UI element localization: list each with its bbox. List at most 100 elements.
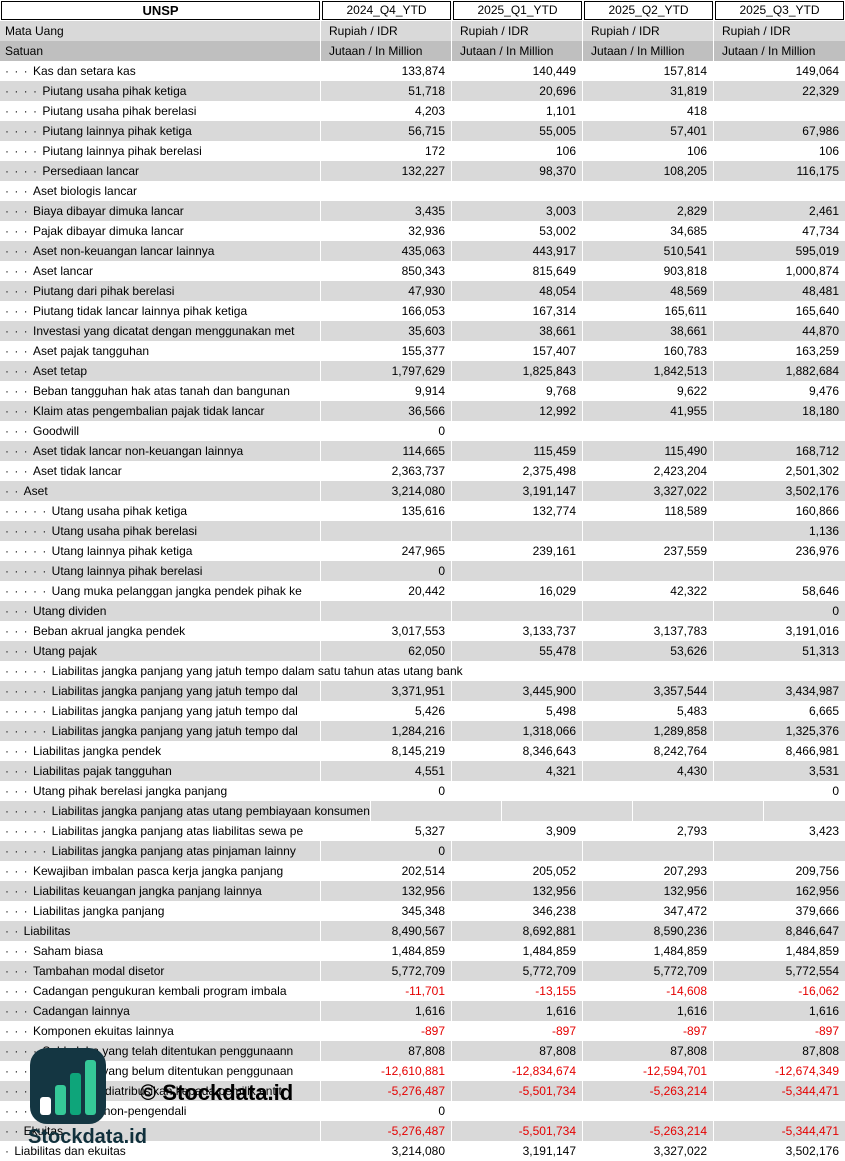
value-cell: 51,718: [321, 81, 452, 101]
row-label: · · · · · Utang usaha pihak berelasi: [0, 521, 321, 541]
row-label: · · · · · Liabilitas jangka panjang atas…: [0, 821, 321, 841]
table-row: · · · · · Utang lainnya pihak berelasi 0: [0, 561, 845, 581]
value-cell: -897: [583, 1021, 714, 1041]
table-row: · · · Saham biasa 1,484,859 1,484,859 1,484…: [0, 941, 845, 961]
row-label-text: Klaim atas pengembalian pajak tidak lanc…: [33, 404, 265, 418]
currency-value: Rupiah / IDR: [321, 21, 452, 41]
value-cell: 1,000,874: [785, 264, 839, 278]
value-cell: 166,053: [321, 301, 452, 321]
table-row: · · · Kepentingan non-pengendali 0: [0, 1101, 845, 1121]
value-cell: 98,370: [452, 161, 583, 181]
value-cell: -897: [452, 1021, 583, 1041]
value-cell: 32,936: [321, 221, 452, 241]
indent-dots: · · · · ·: [5, 704, 52, 718]
value-cell: 1,101: [452, 101, 583, 121]
indent-dots: · · · ·: [5, 164, 43, 178]
value-cell: 9,476: [808, 384, 839, 398]
value-cell: 236,976: [795, 544, 839, 558]
value-cell: 3,191,016: [785, 624, 839, 638]
value-cell: 87,808: [802, 1044, 839, 1058]
row-label: · · · Beban akrual jangka pendek: [0, 621, 321, 641]
value-cell: 87,808: [583, 1041, 714, 1061]
indent-dots: · · ·: [5, 284, 33, 298]
row-label-text: Utang usaha pihak ketiga: [51, 504, 188, 518]
value-cell: 3,435: [321, 201, 452, 221]
indent-dots: · · ·: [5, 744, 33, 758]
row-label-text: Liabilitas jangka panjang atas liabilita…: [51, 824, 304, 838]
value-cell: [321, 521, 452, 541]
period-header: 2025_Q2_YTD: [584, 1, 713, 20]
value-cell: 1,318,066: [452, 721, 583, 741]
value-cell: 48,569: [583, 281, 714, 301]
unit-value: Jutaan / In Million: [722, 44, 816, 58]
value-cell: 1,484,859: [452, 941, 583, 961]
row-label: · · · Piutang dari pihak berelasi: [0, 281, 321, 301]
value-cell: 62,050: [321, 641, 452, 661]
value-cell: 8,692,881: [452, 921, 583, 941]
row-label: · · · Aset non-keuangan lancar lainnya: [0, 241, 321, 261]
value-cell: 815,649: [452, 261, 583, 281]
row-label-text: Aset biologis lancar: [33, 184, 138, 198]
value-cell: 22,329: [802, 84, 839, 98]
row-label: · · · Cadangan lainnya: [0, 1001, 321, 1021]
value-cell: 3,214,080: [321, 1141, 452, 1161]
value-cell: [452, 601, 583, 621]
row-label: · · · Biaya dibayar dimuka lancar: [0, 201, 321, 221]
row-label: · · · Liabilitas keuangan jangka panjang…: [0, 881, 321, 901]
row-label: · · · Utang dividen: [0, 601, 321, 621]
table-row: · · · · Persediaan lancar 132,227 98,370 10…: [0, 161, 845, 181]
value-cell: 1,616: [808, 1004, 839, 1018]
row-label-text: Liabilitas jangka panjang yang jatuh tem…: [51, 664, 463, 678]
value-cell: 87,808: [452, 1041, 583, 1061]
indent-dots: · ·: [5, 484, 24, 498]
row-label: · · · · · Utang lainnya pihak ketiga: [0, 541, 321, 561]
indent-dots: · · · · ·: [5, 844, 52, 858]
row-label-text: Aset lancar: [33, 264, 94, 278]
indent-dots: · · ·: [5, 384, 33, 398]
value-cell: [452, 521, 583, 541]
value-cell: 3,357,544: [583, 681, 714, 701]
row-label-text: Utang pihak berelasi jangka panjang: [33, 784, 228, 798]
value-cell: 0: [321, 561, 452, 581]
ticker-header-cell: UNSP: [0, 0, 321, 21]
currency-row-label: Mata Uang: [0, 21, 321, 41]
indent-dots: · · · · ·: [5, 544, 52, 558]
value-cell: 209,756: [795, 864, 839, 878]
value-cell: 87,808: [321, 1041, 452, 1061]
value-cell: 155,377: [321, 341, 452, 361]
value-cell: 58,646: [802, 584, 839, 598]
table-header-row: UNSP 2024_Q4_YTD 2025_Q1_YTD 2025_Q2_YTD…: [0, 0, 845, 21]
value-cell: 160,866: [795, 504, 839, 518]
indent-dots: · · ·: [5, 204, 33, 218]
table-row: · · · Liabilitas pajak tangguhan 4,551 4,3…: [0, 761, 845, 781]
value-cell: 34,685: [583, 221, 714, 241]
row-label-text: Liabilitas jangka panjang yang jatuh tem…: [51, 704, 298, 718]
value-cell: 379,666: [795, 904, 839, 918]
value-cell: 53,002: [452, 221, 583, 241]
value-cell: 8,846,647: [785, 924, 839, 938]
value-cell: 8,466,981: [785, 744, 839, 758]
row-label: · · · Liabilitas jangka panjang: [0, 901, 321, 921]
table-row: · · · · Piutang usaha pihak berelasi 4,20…: [0, 101, 845, 121]
value-cell: 106: [818, 144, 839, 158]
row-label: · · · Pajak dibayar dimuka lancar: [0, 221, 321, 241]
value-cell: -5,263,214: [583, 1081, 714, 1101]
value-cell: 0: [832, 784, 839, 798]
value-cell: [464, 661, 595, 681]
table-row: · · · Biaya dibayar dimuka lancar 3,435 3,…: [0, 201, 845, 221]
value-cell: 135,616: [321, 501, 452, 521]
unit-value: Jutaan / In Million: [583, 41, 714, 61]
value-cell: 3,909: [452, 821, 583, 841]
value-cell: 3,191,147: [452, 1141, 583, 1161]
unit-value: Jutaan / In Million: [452, 41, 583, 61]
row-label: · · · Aset tetap: [0, 361, 321, 381]
value-cell: 55,005: [452, 121, 583, 141]
indent-dots: · · ·: [5, 264, 33, 278]
row-label: · · · · Piutang lainnya pihak berelasi: [0, 141, 321, 161]
value-cell: 172: [321, 141, 452, 161]
row-label: · · · · Piutang usaha pihak berelasi: [0, 101, 321, 121]
value-cell: [583, 1101, 714, 1121]
indent-dots: · · ·: [5, 424, 33, 438]
table-row: · · · Ekuitas yang diatribusikan kepada …: [0, 1081, 845, 1101]
